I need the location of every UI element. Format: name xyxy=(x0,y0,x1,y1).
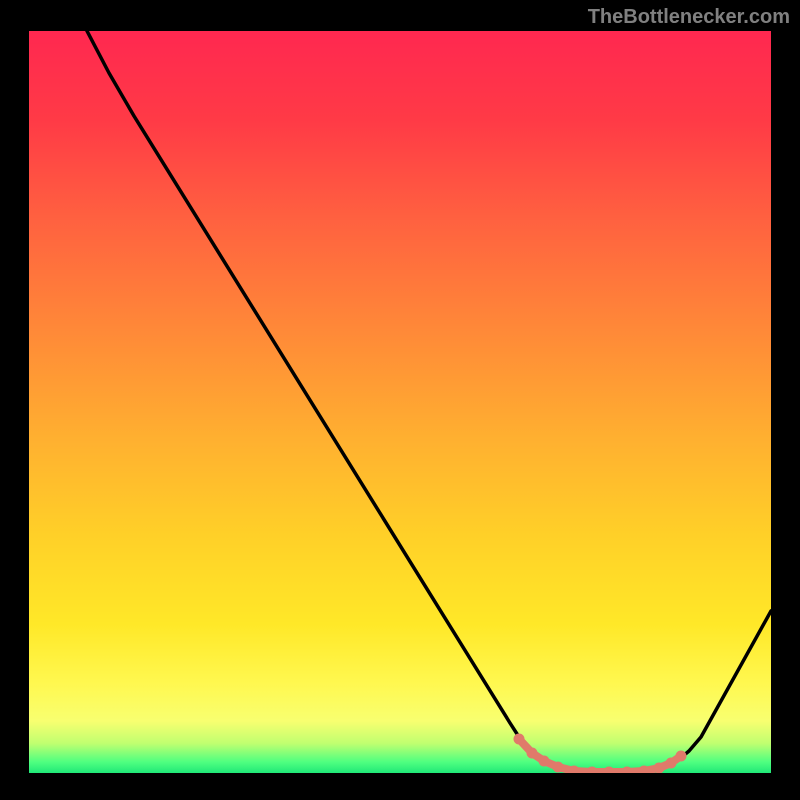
plot-area xyxy=(29,31,771,773)
gradient-background xyxy=(29,31,771,773)
watermark-text: TheBottlenecker.com xyxy=(588,6,790,29)
